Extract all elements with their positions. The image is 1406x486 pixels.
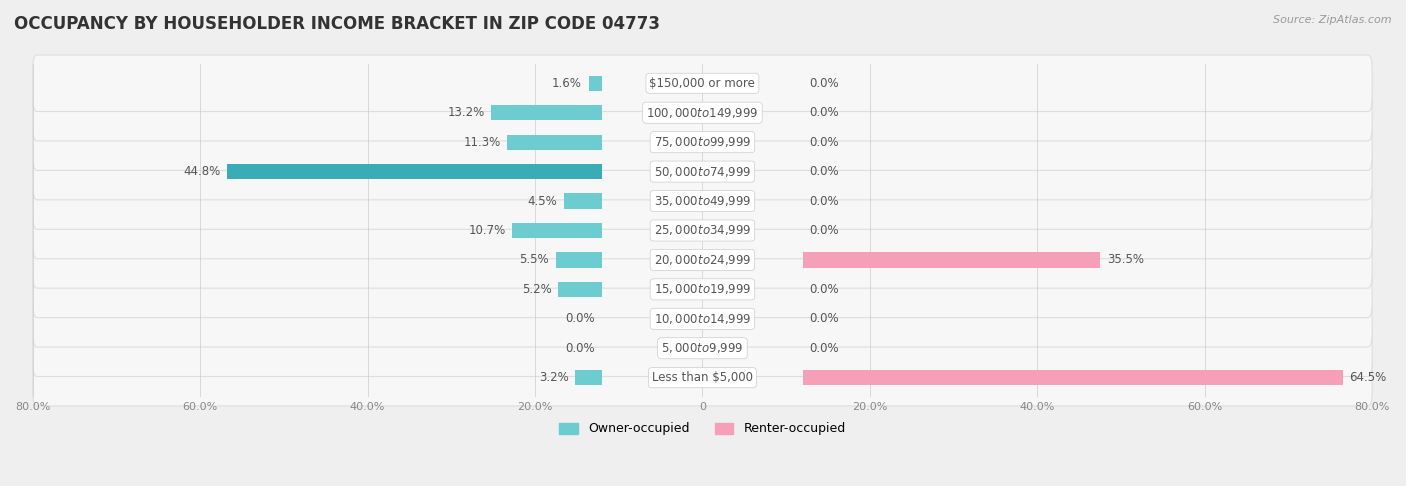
Text: 0.0%: 0.0% xyxy=(810,342,839,355)
Text: OCCUPANCY BY HOUSEHOLDER INCOME BRACKET IN ZIP CODE 04773: OCCUPANCY BY HOUSEHOLDER INCOME BRACKET … xyxy=(14,15,659,33)
Text: 0.0%: 0.0% xyxy=(810,106,839,119)
FancyBboxPatch shape xyxy=(32,232,1372,288)
Bar xyxy=(512,223,602,238)
FancyBboxPatch shape xyxy=(32,261,1372,318)
Text: 3.2%: 3.2% xyxy=(538,371,568,384)
Text: $75,000 to $99,999: $75,000 to $99,999 xyxy=(654,135,751,149)
Text: Source: ZipAtlas.com: Source: ZipAtlas.com xyxy=(1274,15,1392,25)
Text: 4.5%: 4.5% xyxy=(527,194,558,208)
Bar xyxy=(589,76,602,91)
Text: 11.3%: 11.3% xyxy=(464,136,501,149)
Text: 0.0%: 0.0% xyxy=(565,342,595,355)
Text: 0.0%: 0.0% xyxy=(565,312,595,325)
Bar xyxy=(555,252,602,268)
FancyBboxPatch shape xyxy=(32,85,1372,141)
Bar xyxy=(226,164,602,179)
Legend: Owner-occupied, Renter-occupied: Owner-occupied, Renter-occupied xyxy=(554,417,851,440)
Text: 0.0%: 0.0% xyxy=(810,224,839,237)
Text: 0.0%: 0.0% xyxy=(810,194,839,208)
Text: $15,000 to $19,999: $15,000 to $19,999 xyxy=(654,282,751,296)
FancyBboxPatch shape xyxy=(32,202,1372,259)
Text: $5,000 to $9,999: $5,000 to $9,999 xyxy=(661,341,744,355)
Text: $10,000 to $14,999: $10,000 to $14,999 xyxy=(654,312,751,326)
Bar xyxy=(558,282,602,297)
Bar xyxy=(803,252,1099,268)
Text: 35.5%: 35.5% xyxy=(1107,253,1143,266)
Text: 10.7%: 10.7% xyxy=(468,224,506,237)
Text: $25,000 to $34,999: $25,000 to $34,999 xyxy=(654,224,751,238)
Text: 0.0%: 0.0% xyxy=(810,283,839,296)
Text: 13.2%: 13.2% xyxy=(447,106,485,119)
Text: 64.5%: 64.5% xyxy=(1350,371,1386,384)
Text: $50,000 to $74,999: $50,000 to $74,999 xyxy=(654,165,751,178)
FancyBboxPatch shape xyxy=(32,320,1372,377)
FancyBboxPatch shape xyxy=(32,114,1372,171)
Text: 44.8%: 44.8% xyxy=(183,165,221,178)
Bar xyxy=(508,135,602,150)
Text: 0.0%: 0.0% xyxy=(810,165,839,178)
FancyBboxPatch shape xyxy=(32,55,1372,112)
Text: 0.0%: 0.0% xyxy=(810,312,839,325)
Text: 0.0%: 0.0% xyxy=(810,136,839,149)
Text: Less than $5,000: Less than $5,000 xyxy=(652,371,752,384)
FancyBboxPatch shape xyxy=(32,173,1372,229)
FancyBboxPatch shape xyxy=(32,143,1372,200)
Bar xyxy=(564,193,602,208)
Text: 0.0%: 0.0% xyxy=(810,77,839,90)
Text: $35,000 to $49,999: $35,000 to $49,999 xyxy=(654,194,751,208)
Text: $20,000 to $24,999: $20,000 to $24,999 xyxy=(654,253,751,267)
Text: 5.2%: 5.2% xyxy=(522,283,551,296)
Bar xyxy=(803,370,1343,385)
Bar xyxy=(492,105,602,121)
Text: $100,000 to $149,999: $100,000 to $149,999 xyxy=(647,106,759,120)
FancyBboxPatch shape xyxy=(32,349,1372,406)
Text: 1.6%: 1.6% xyxy=(553,77,582,90)
Bar xyxy=(575,370,602,385)
Text: 5.5%: 5.5% xyxy=(520,253,550,266)
Text: $150,000 or more: $150,000 or more xyxy=(650,77,755,90)
FancyBboxPatch shape xyxy=(32,291,1372,347)
